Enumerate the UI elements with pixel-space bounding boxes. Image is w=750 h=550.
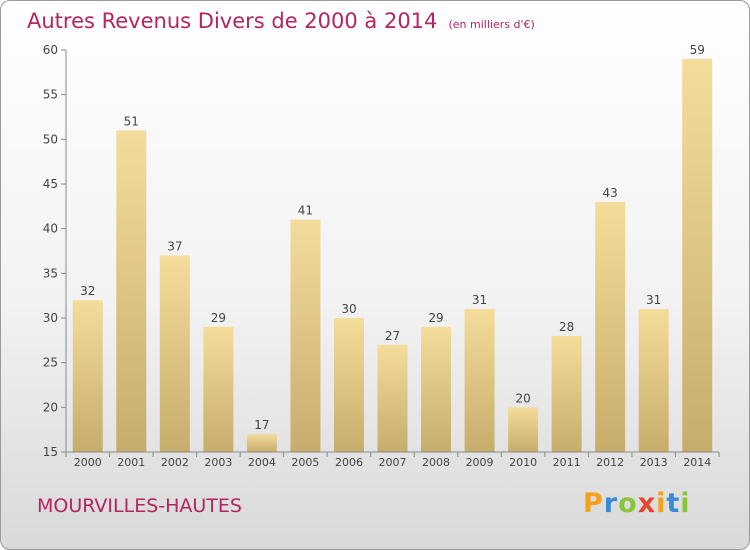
- y-tick-label: 35: [43, 266, 58, 280]
- bar-value-label: 27: [385, 329, 400, 343]
- x-tick-label: 2004: [248, 456, 276, 469]
- bar-value-label: 32: [80, 284, 95, 298]
- bar-value-label: 41: [298, 204, 313, 218]
- x-tick-label: 2005: [291, 456, 319, 469]
- bar: [290, 219, 321, 452]
- chart-title-text: Autres Revenus Divers de 2000 à 2014: [27, 9, 438, 33]
- bar: [421, 326, 452, 452]
- x-axis: 2000 2001 2002 2003 2004 2005 2006 2007 2008 2009…: [65, 451, 720, 469]
- bar: [682, 58, 713, 452]
- bar: [638, 309, 669, 452]
- bar: [72, 300, 103, 452]
- bar-value-label: 31: [646, 293, 661, 307]
- y-tick-label: 60: [43, 43, 58, 57]
- city-name: MOURVILLES-HAUTES: [37, 495, 242, 517]
- proxiti-logo: Proxiti: [583, 488, 691, 519]
- bar-value-label: 17: [254, 418, 269, 432]
- y-tick-label: 50: [43, 132, 58, 146]
- bar-value-label: 29: [211, 311, 226, 325]
- bar-value-label: 59: [690, 43, 705, 57]
- y-tick-label: 40: [43, 222, 58, 236]
- x-tick-label: 2014: [683, 456, 711, 469]
- x-tick-label: 2003: [204, 456, 232, 469]
- bar: [159, 255, 190, 452]
- y-tick-label: 55: [43, 88, 58, 102]
- bar: [595, 201, 626, 452]
- bar-value-label: 31: [472, 293, 487, 307]
- bars: 32 51 37 29 17 41 30 27 29 31 20 28 43 31 59: [72, 43, 713, 452]
- chart-title: Autres Revenus Divers de 2000 à 2014 (en…: [27, 9, 535, 33]
- x-tick-label: 2002: [161, 456, 189, 469]
- bar-value-label: 43: [603, 186, 618, 200]
- bar-value-label: 20: [515, 391, 530, 405]
- x-tick-label: 2009: [466, 456, 494, 469]
- y-tick-label: 20: [43, 400, 58, 414]
- y-tick-label: 45: [43, 177, 58, 191]
- chart-unit-text: (en milliers d'€): [448, 18, 535, 31]
- bar: [377, 344, 408, 452]
- bar: [246, 434, 277, 452]
- x-tick-label: 2010: [509, 456, 537, 469]
- bar: [116, 130, 147, 452]
- x-tick-label: 2001: [117, 456, 145, 469]
- y-tick-label: 15: [43, 445, 58, 459]
- x-tick-label: 2008: [422, 456, 450, 469]
- y-tick-label: 25: [43, 356, 58, 370]
- x-tick-label: 2011: [553, 456, 581, 469]
- y-axis: 15 20 25 30 35 40 45 50 55 60: [43, 43, 67, 459]
- x-tick-label: 2013: [640, 456, 668, 469]
- x-tick-label: 2007: [379, 456, 407, 469]
- bar: [203, 326, 234, 452]
- bar-value-label: 28: [559, 320, 574, 334]
- bar: [464, 309, 495, 452]
- x-tick-label: 2000: [74, 456, 102, 469]
- x-tick-label: 2012: [596, 456, 624, 469]
- x-tick-label: 2006: [335, 456, 363, 469]
- bar-value-label: 29: [428, 311, 443, 325]
- bar: [551, 335, 582, 452]
- bar-value-label: 51: [124, 114, 139, 128]
- bar-value-label: 30: [341, 302, 356, 316]
- bar: [333, 318, 364, 452]
- y-tick-label: 30: [43, 311, 58, 325]
- bar: [508, 407, 539, 452]
- bar-value-label: 37: [167, 239, 182, 253]
